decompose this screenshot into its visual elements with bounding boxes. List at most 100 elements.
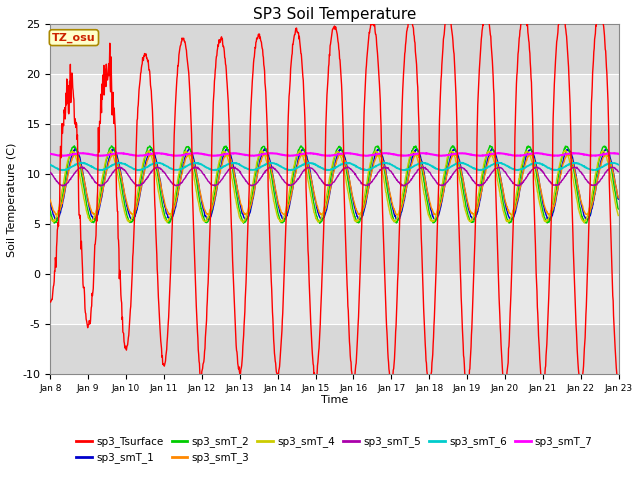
sp3_smT_5 xyxy=(237,171,244,177)
sp3_smT_5 xyxy=(96,183,104,189)
sp3_smT_5 xyxy=(46,169,54,175)
sp3_smT_2 xyxy=(159,204,166,209)
Line: sp3_smT_6: sp3_smT_6 xyxy=(50,163,618,170)
sp3_smT_3 xyxy=(471,212,479,218)
Bar xyxy=(50,275,619,324)
sp3_smT_1 xyxy=(159,193,166,199)
sp3_smT_5 xyxy=(424,167,431,172)
Line: sp3_smT_2: sp3_smT_2 xyxy=(50,145,618,223)
sp3_smT_3 xyxy=(497,180,505,186)
sp3_smT_2 xyxy=(497,189,505,194)
sp3_smT_2 xyxy=(614,206,622,212)
X-axis label: Time: Time xyxy=(321,395,348,405)
sp3_smT_1 xyxy=(545,217,553,223)
Bar xyxy=(50,24,619,74)
sp3_smT_6 xyxy=(424,161,431,167)
sp3_smT_3 xyxy=(548,209,556,215)
sp3_smT_1 xyxy=(236,202,244,207)
Line: sp3_smT_7: sp3_smT_7 xyxy=(50,153,618,156)
sp3_smT_2 xyxy=(236,209,244,215)
sp3_smT_7 xyxy=(159,151,167,156)
sp3_smT_5 xyxy=(191,164,198,170)
sp3_smT_4 xyxy=(237,216,244,222)
sp3_Tsurface xyxy=(422,360,430,366)
Bar xyxy=(50,124,619,174)
Line: sp3_smT_3: sp3_smT_3 xyxy=(50,153,618,215)
sp3_smT_3 xyxy=(450,150,458,156)
sp3_smT_4 xyxy=(173,182,180,188)
sp3_smT_1 xyxy=(614,196,622,202)
sp3_smT_7 xyxy=(46,151,54,156)
sp3_smT_4 xyxy=(497,197,505,203)
sp3_smT_1 xyxy=(173,200,180,205)
Line: sp3_smT_4: sp3_smT_4 xyxy=(50,151,618,223)
sp3_smT_7 xyxy=(173,153,180,158)
sp3_smT_4 xyxy=(614,213,622,218)
sp3_Tsurface xyxy=(159,361,166,367)
sp3_smT_7 xyxy=(497,150,505,156)
sp3_smT_1 xyxy=(423,187,431,192)
sp3_smT_2 xyxy=(423,196,431,202)
sp3_smT_5 xyxy=(614,169,622,175)
sp3_smT_4 xyxy=(159,212,167,217)
sp3_smT_4 xyxy=(547,208,555,214)
sp3_smT_1 xyxy=(260,145,268,151)
Line: sp3_smT_5: sp3_smT_5 xyxy=(50,167,618,186)
sp3_Tsurface xyxy=(173,82,180,88)
sp3_smT_6 xyxy=(228,160,236,166)
sp3_smT_2 xyxy=(548,211,556,216)
sp3_Tsurface xyxy=(596,4,604,10)
Line: sp3_Tsurface: sp3_Tsurface xyxy=(50,7,618,389)
sp3_smT_3 xyxy=(173,196,180,202)
Bar xyxy=(50,174,619,225)
Bar xyxy=(50,74,619,124)
sp3_smT_4 xyxy=(107,148,115,154)
sp3_smT_7 xyxy=(588,153,595,159)
sp3_Tsurface xyxy=(614,379,622,385)
sp3_smT_1 xyxy=(497,177,505,183)
Y-axis label: Soil Temperature (C): Soil Temperature (C) xyxy=(7,142,17,257)
Bar xyxy=(50,225,619,275)
Legend: sp3_Tsurface, sp3_smT_1, sp3_smT_2, sp3_smT_3, sp3_smT_4, sp3_smT_5, sp3_smT_6, : sp3_Tsurface, sp3_smT_1, sp3_smT_2, sp3_… xyxy=(72,432,597,468)
sp3_smT_1 xyxy=(46,199,54,205)
sp3_Tsurface xyxy=(497,331,504,336)
sp3_Tsurface xyxy=(236,371,244,377)
sp3_smT_5 xyxy=(548,180,556,186)
sp3_smT_6 xyxy=(614,162,622,168)
sp3_smT_2 xyxy=(486,143,494,148)
sp3_smT_3 xyxy=(46,197,54,203)
sp3_smT_4 xyxy=(423,205,431,211)
sp3_smT_3 xyxy=(422,183,430,189)
sp3_smT_7 xyxy=(614,151,622,156)
sp3_smT_6 xyxy=(237,162,244,168)
sp3_smT_3 xyxy=(236,198,244,204)
sp3_smT_5 xyxy=(159,168,167,174)
sp3_smT_7 xyxy=(237,151,244,157)
sp3_smT_6 xyxy=(497,160,505,166)
Title: SP3 Soil Temperature: SP3 Soil Temperature xyxy=(253,7,416,22)
sp3_smT_5 xyxy=(173,182,180,188)
sp3_smT_1 xyxy=(548,214,556,220)
sp3_smT_4 xyxy=(46,214,54,220)
Line: sp3_smT_1: sp3_smT_1 xyxy=(50,148,618,220)
sp3_smT_7 xyxy=(547,152,555,158)
sp3_smT_5 xyxy=(497,165,505,171)
sp3_smT_3 xyxy=(159,192,166,198)
sp3_smT_2 xyxy=(46,208,54,214)
sp3_smT_2 xyxy=(173,192,180,197)
sp3_Tsurface xyxy=(500,386,508,392)
sp3_smT_6 xyxy=(286,168,294,173)
Bar xyxy=(50,324,619,374)
sp3_smT_4 xyxy=(580,220,588,226)
sp3_smT_7 xyxy=(79,150,87,156)
sp3_Tsurface xyxy=(46,299,54,304)
sp3_smT_6 xyxy=(173,167,180,173)
sp3_smT_6 xyxy=(46,162,54,168)
Text: TZ_osu: TZ_osu xyxy=(52,33,96,43)
sp3_smT_7 xyxy=(423,150,431,156)
sp3_smT_2 xyxy=(316,220,324,226)
sp3_Tsurface xyxy=(547,216,555,222)
sp3_smT_6 xyxy=(548,167,556,172)
sp3_smT_6 xyxy=(159,161,166,167)
sp3_smT_3 xyxy=(614,195,622,201)
